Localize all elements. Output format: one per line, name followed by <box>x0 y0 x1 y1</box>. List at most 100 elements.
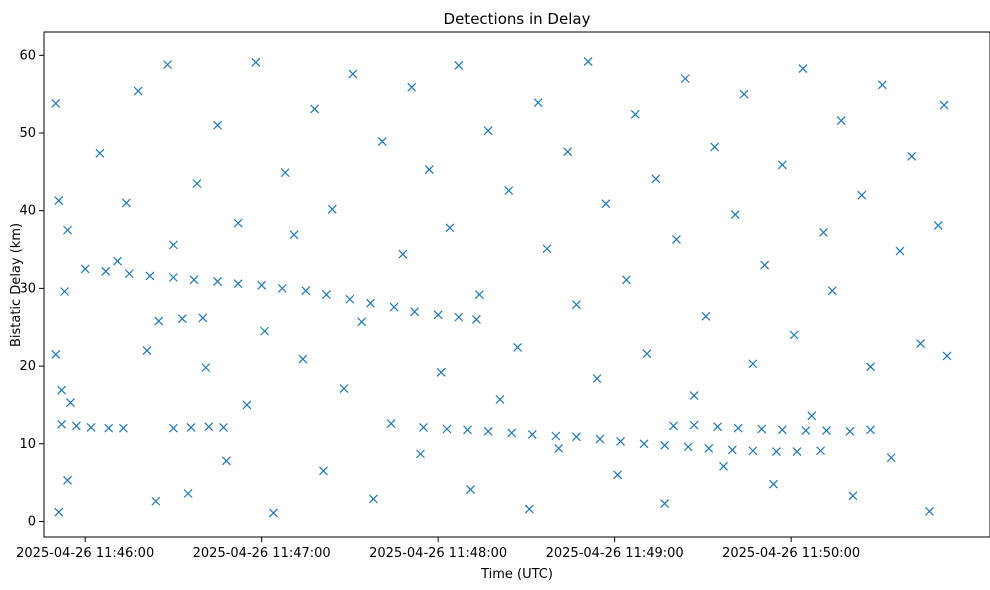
x-tick-label: 2025-04-26 11:48:00 <box>369 546 507 561</box>
data-point <box>321 290 331 300</box>
data-point <box>801 426 811 435</box>
data-point <box>533 98 543 108</box>
data-point <box>733 423 743 433</box>
data-point <box>495 395 505 404</box>
data-point <box>848 491 858 501</box>
data-point <box>471 315 481 324</box>
data-point <box>672 235 681 244</box>
data-point <box>445 223 455 233</box>
data-point <box>386 419 396 428</box>
data-point <box>233 218 243 228</box>
x-tick-label: 2025-04-26 11:49:00 <box>546 546 684 561</box>
data-point <box>242 400 252 410</box>
data-point <box>822 426 831 435</box>
data-point <box>407 82 417 92</box>
data-point <box>866 362 876 372</box>
data-point <box>233 279 243 289</box>
data-point <box>121 198 131 208</box>
data-point <box>339 384 349 394</box>
data-point <box>769 479 778 489</box>
data-point <box>310 104 320 114</box>
data-point <box>616 437 625 446</box>
data-point <box>551 431 561 441</box>
data-point <box>660 440 670 450</box>
data-point <box>757 424 767 434</box>
data-point <box>124 269 134 279</box>
data-point <box>357 317 367 327</box>
data-point <box>719 461 728 471</box>
chart-title: Detections in Delay <box>444 10 591 28</box>
data-point <box>507 428 517 438</box>
data-point <box>772 447 781 456</box>
data-point <box>454 312 464 322</box>
data-point <box>704 444 714 453</box>
data-point <box>798 64 808 73</box>
data-point <box>169 423 178 433</box>
data-point <box>727 445 737 455</box>
data-points <box>51 57 952 518</box>
x-axis: 2025-04-26 11:46:00 2025-04-26 11:47:00 20… <box>16 537 860 561</box>
data-point <box>466 485 475 495</box>
data-point <box>251 57 261 67</box>
data-point <box>319 466 328 476</box>
data-point <box>816 446 825 456</box>
data-point <box>933 221 943 230</box>
data-point <box>689 391 699 401</box>
data-point <box>939 100 949 110</box>
data-point <box>51 99 61 108</box>
data-point <box>54 507 64 517</box>
data-point <box>895 246 905 256</box>
data-point <box>366 298 375 308</box>
data-point <box>133 86 143 96</box>
data-point <box>219 423 228 432</box>
data-point <box>463 425 473 435</box>
data-point <box>71 421 81 431</box>
data-point <box>63 475 72 485</box>
data-point <box>104 423 114 433</box>
data-point <box>298 354 308 364</box>
y-tick-label: 30 <box>19 281 36 296</box>
data-point <box>836 116 846 125</box>
data-point <box>651 174 661 184</box>
data-point <box>592 374 602 383</box>
data-point <box>269 508 278 518</box>
data-point <box>866 425 876 435</box>
data-point <box>201 363 211 373</box>
data-point <box>204 422 214 432</box>
data-point <box>301 286 311 296</box>
data-point <box>739 89 749 99</box>
data-point <box>151 496 161 506</box>
data-point <box>398 249 408 259</box>
data-point <box>142 346 152 355</box>
data-point <box>701 311 711 321</box>
data-point <box>583 57 593 66</box>
data-point <box>760 260 770 270</box>
data-point <box>213 276 222 286</box>
data-point <box>177 314 187 324</box>
data-point <box>113 256 122 266</box>
data-point <box>369 494 378 504</box>
data-point <box>886 453 896 463</box>
data-point <box>571 300 581 310</box>
data-point <box>595 434 605 444</box>
data-point <box>280 168 290 178</box>
data-point <box>748 446 758 456</box>
data-point <box>86 423 96 432</box>
data-point <box>419 423 428 432</box>
data-point <box>198 313 208 323</box>
data-point <box>454 60 464 70</box>
data-point <box>777 425 787 435</box>
x-axis-label: Time (UTC) <box>480 567 553 582</box>
data-point <box>213 120 222 130</box>
data-point <box>221 456 231 466</box>
data-point <box>169 240 178 250</box>
data-point <box>601 199 611 209</box>
data-point <box>163 60 172 70</box>
y-axis: 0 10 20 30 40 50 60 <box>19 48 44 529</box>
data-point <box>916 339 926 348</box>
data-point <box>145 271 155 281</box>
data-point <box>689 420 699 430</box>
data-point <box>327 204 337 214</box>
data-point <box>474 290 484 300</box>
